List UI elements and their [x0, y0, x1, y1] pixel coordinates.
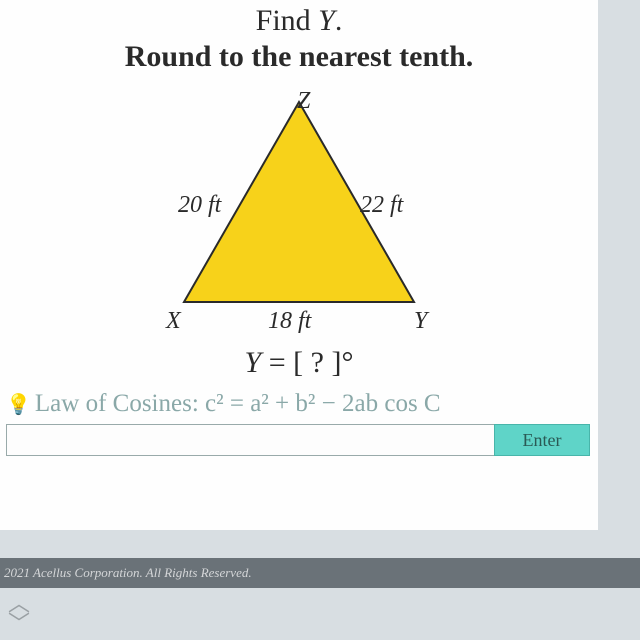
side-right-label: 22 ft — [360, 192, 403, 219]
lightbulb-icon: 💡 — [6, 392, 31, 417]
title-variable: Y — [318, 4, 335, 37]
vertex-y-label: Y — [414, 308, 427, 335]
vertex-z-label: Z — [297, 88, 310, 115]
problem-panel: Find Y. Round to the nearest tenth. Z X … — [0, 0, 598, 530]
vertex-x-label: X — [166, 308, 181, 335]
side-left-label: 20 ft — [178, 192, 221, 219]
hint-text: Law of Cosines: c² = a² + b² − 2ab cos C — [35, 390, 441, 418]
hint-row: 💡 Law of Cosines: c² = a² + b² − 2ab cos… — [0, 390, 598, 418]
triangle-diagram: Z X Y 20 ft 22 ft 18 ft — [0, 92, 598, 342]
title-post: . — [335, 4, 343, 37]
copyright-footer: 2021 Acellus Corporation. All Rights Res… — [0, 558, 640, 588]
answer-expression: Y = [ ? ]° — [0, 346, 598, 380]
nav-chevrons: ︿ ﹀ — [8, 594, 30, 634]
title-line-1: Find Y. — [0, 4, 598, 38]
answer-input[interactable] — [6, 424, 494, 456]
side-bottom-label: 18 ft — [268, 308, 311, 335]
answer-input-row: Enter — [0, 424, 598, 456]
enter-button[interactable]: Enter — [494, 424, 590, 456]
chevron-down-icon[interactable]: ﹀ — [8, 614, 30, 634]
title-pre: Find — [256, 4, 319, 37]
answer-template: = [ ? ]° — [261, 346, 353, 379]
title-line-2: Round to the nearest tenth. — [0, 40, 598, 74]
answer-variable: Y — [245, 346, 262, 379]
